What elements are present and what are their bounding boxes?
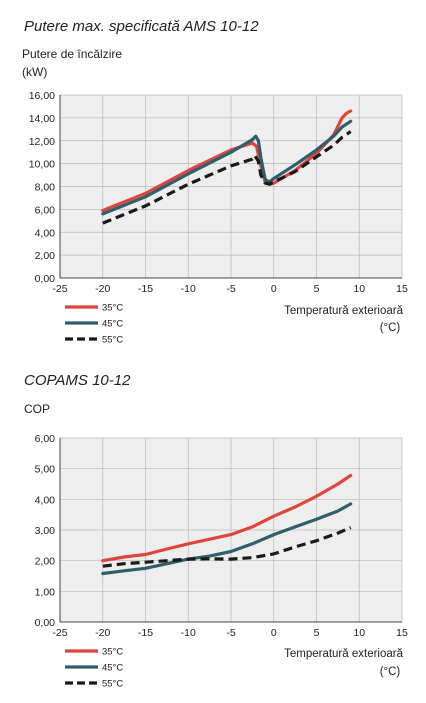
chart-2-ylabel-line1: COP: [24, 402, 50, 416]
legend-label-3: 55°C: [102, 335, 123, 346]
chart-1-legend: 35°C 45°C 55°C: [65, 303, 123, 346]
legend-label-1: 35°C: [102, 303, 123, 314]
chart-1-xlabel-line2: (°C): [380, 322, 401, 334]
y-tick-label: 4,00: [35, 227, 56, 239]
chart-1-ylabel-line2: (kW): [22, 65, 47, 79]
legend-label-2: 45°C: [102, 663, 123, 674]
x-tick-label: -15: [138, 283, 153, 295]
y-tick-label: 14,00: [29, 113, 55, 125]
chart-2-legend: 35°C 45°C 55°C: [65, 647, 123, 690]
chart-2: COPAMS 10-12 COP 0,00 1,00 2,00 3,00 4,00 5,0…: [24, 372, 408, 690]
x-tick-label: 5: [314, 283, 320, 295]
y-tick-label: 12,00: [29, 136, 55, 148]
x-tick-label: 5: [314, 627, 320, 639]
y-tick-label: 6,00: [35, 204, 56, 216]
x-tick-label: 10: [353, 283, 365, 295]
series-line-1: [101, 473, 353, 563]
series-line-3: [102, 130, 352, 225]
legend-label-1: 35°C: [102, 647, 123, 658]
chart-2-xlabel-line1: Temperatură exterioară: [284, 648, 403, 660]
chart-1-y-ticks: 0,00 2,00 4,00 6,00 8,00 10,00 12,00 14,00 16,00: [29, 90, 55, 285]
y-tick-label: 2,00: [35, 556, 56, 568]
y-tick-label: 1,00: [35, 586, 56, 598]
x-tick-label: -5: [226, 283, 235, 295]
chart-1-ylabel-line1: Putere de încălzire: [22, 47, 122, 61]
chart-2-title: COPAMS 10-12: [24, 372, 131, 389]
chart-2-series: [101, 473, 353, 576]
y-tick-label: 16,00: [29, 90, 55, 102]
y-tick-label: 3,00: [35, 525, 56, 537]
y-tick-label: 0,00: [35, 273, 56, 285]
y-tick-label: 0,00: [35, 617, 56, 629]
y-tick-label: 6,00: [35, 433, 56, 445]
chart-2-y-ticks: 0,00 1,00 2,00 3,00 4,00 5,00 6,00: [35, 433, 56, 629]
chart-2-x-ticks: -25 -20 -15 -10 -5 0 5 10 15: [52, 627, 408, 639]
series-line-2: [101, 119, 353, 216]
x-tick-label: -25: [52, 283, 67, 295]
x-tick-label: -10: [181, 283, 196, 295]
x-tick-label: -25: [52, 627, 67, 639]
chart-1-xlabel-line1: Temperatură exterioară: [284, 305, 403, 317]
x-tick-label: 0: [271, 627, 277, 639]
y-tick-label: 4,00: [35, 494, 56, 506]
x-tick-label: -20: [95, 627, 110, 639]
x-tick-label: 15: [396, 627, 408, 639]
x-tick-label: -10: [181, 627, 196, 639]
y-tick-label: 2,00: [35, 250, 56, 262]
series-line-3: [102, 526, 352, 568]
chart-2-grid: [59, 437, 403, 623]
y-tick-label: 5,00: [35, 464, 56, 476]
legend-label-3: 55°C: [102, 679, 123, 690]
chart-1-series: [101, 109, 353, 225]
chart-1: Putere max. specificată AMS 10-12 Putere…: [22, 18, 408, 346]
x-tick-label: -5: [226, 627, 235, 639]
series-line-2: [101, 502, 353, 576]
y-tick-label: 10,00: [29, 159, 55, 171]
chart-1-x-ticks: -25 -20 -15 -10 -5 0 5 10 15: [52, 283, 408, 295]
legend-label-2: 45°C: [102, 319, 123, 330]
x-tick-label: 15: [396, 283, 408, 295]
y-tick-label: 8,00: [35, 182, 56, 194]
chart-2-xlabel-line2: (°C): [380, 666, 401, 678]
x-tick-label: -20: [95, 283, 110, 295]
x-tick-label: 0: [271, 283, 277, 295]
x-tick-label: -15: [138, 627, 153, 639]
x-tick-label: 10: [353, 627, 365, 639]
chart-1-title: Putere max. specificată AMS 10-12: [24, 18, 259, 35]
